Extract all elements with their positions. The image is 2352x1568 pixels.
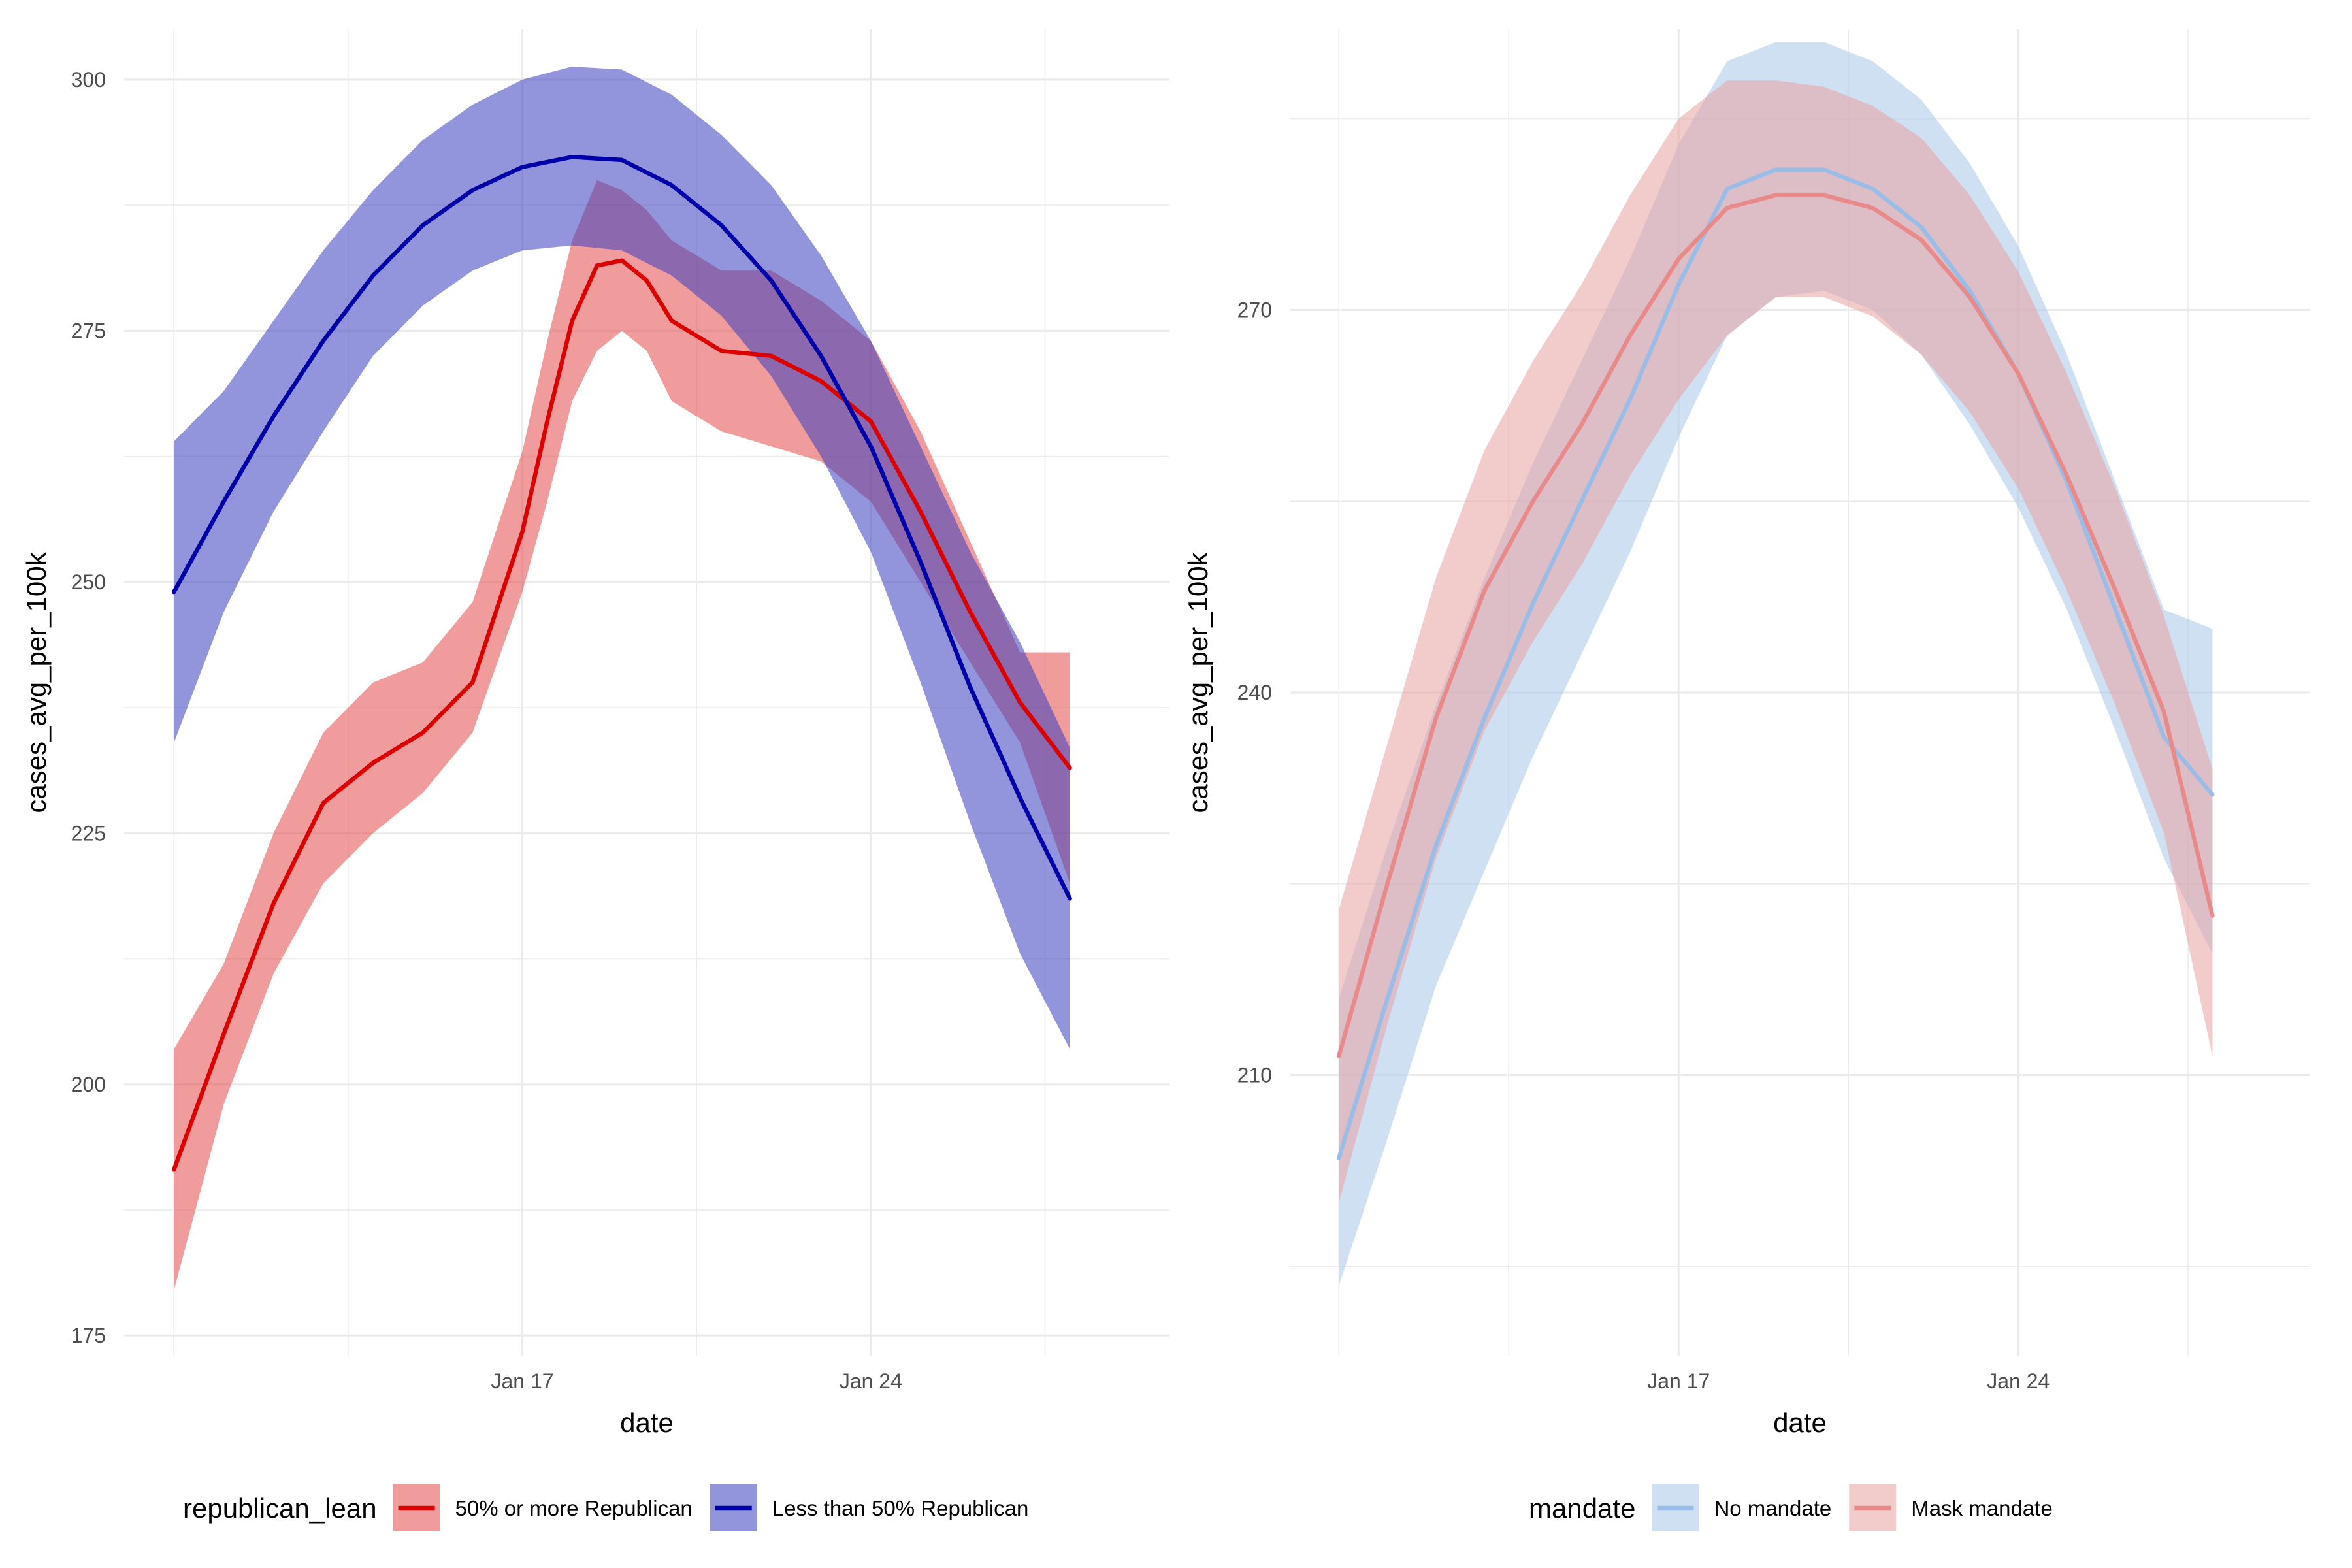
legend-label: Mask mandate (1911, 1496, 2052, 1520)
y-tick-label: 270 (1237, 298, 1272, 321)
y-tick-label: 210 (1237, 1064, 1272, 1087)
ribbon-mask-mandate (1339, 80, 2213, 1203)
x-tick-label: Jan 17 (1647, 1369, 1710, 1393)
x-axis-title: date (1773, 1407, 1827, 1438)
line-50-or-more-republican (171, 258, 1072, 1172)
ribbon-less-than-50-republican (174, 66, 1070, 1049)
y-tick-label: 300 (71, 68, 106, 91)
line-mask-mandate (1337, 193, 2215, 1058)
y-axis-title: cases_avg_per_100k (1183, 551, 1213, 813)
legend: republican_lean 50% or more Republican Les… (183, 1484, 1028, 1531)
x-axis-title: date (620, 1407, 674, 1438)
legend-title: mandate (1529, 1493, 1635, 1524)
y-tick-label: 275 (71, 319, 106, 342)
x-tick-label: Jan 17 (491, 1369, 553, 1393)
y-tick-label: 225 (71, 821, 106, 845)
y-tick-label: 175 (71, 1324, 106, 1347)
line-no-mandate (1337, 167, 2215, 1160)
x-tick-label: Jan 24 (1987, 1369, 2050, 1393)
legend-label: Less than 50% Republican (772, 1496, 1029, 1520)
line-less-than-50-republican (171, 155, 1072, 901)
legend-label: No mandate (1714, 1496, 1831, 1520)
legend-label: 50% or more Republican (455, 1496, 693, 1520)
y-tick-label: 240 (1237, 681, 1272, 704)
panel-mandate: Jan 17 Jan 24 210 240 270 date cases_avg_per_1… (1183, 29, 2310, 1531)
y-tick-label: 200 (71, 1073, 106, 1096)
y-axis-title: cases_avg_per_100k (21, 551, 52, 813)
y-tick-label: 250 (71, 570, 106, 594)
panel-republican-lean: Jan 17 Jan 24 175 200 225 250 275 300 date cases_… (21, 29, 1169, 1531)
legend-title: republican_lean (183, 1493, 377, 1524)
x-tick-label: Jan 24 (840, 1369, 902, 1393)
legend: mandate No mandate Mask mandate (1529, 1484, 2053, 1531)
